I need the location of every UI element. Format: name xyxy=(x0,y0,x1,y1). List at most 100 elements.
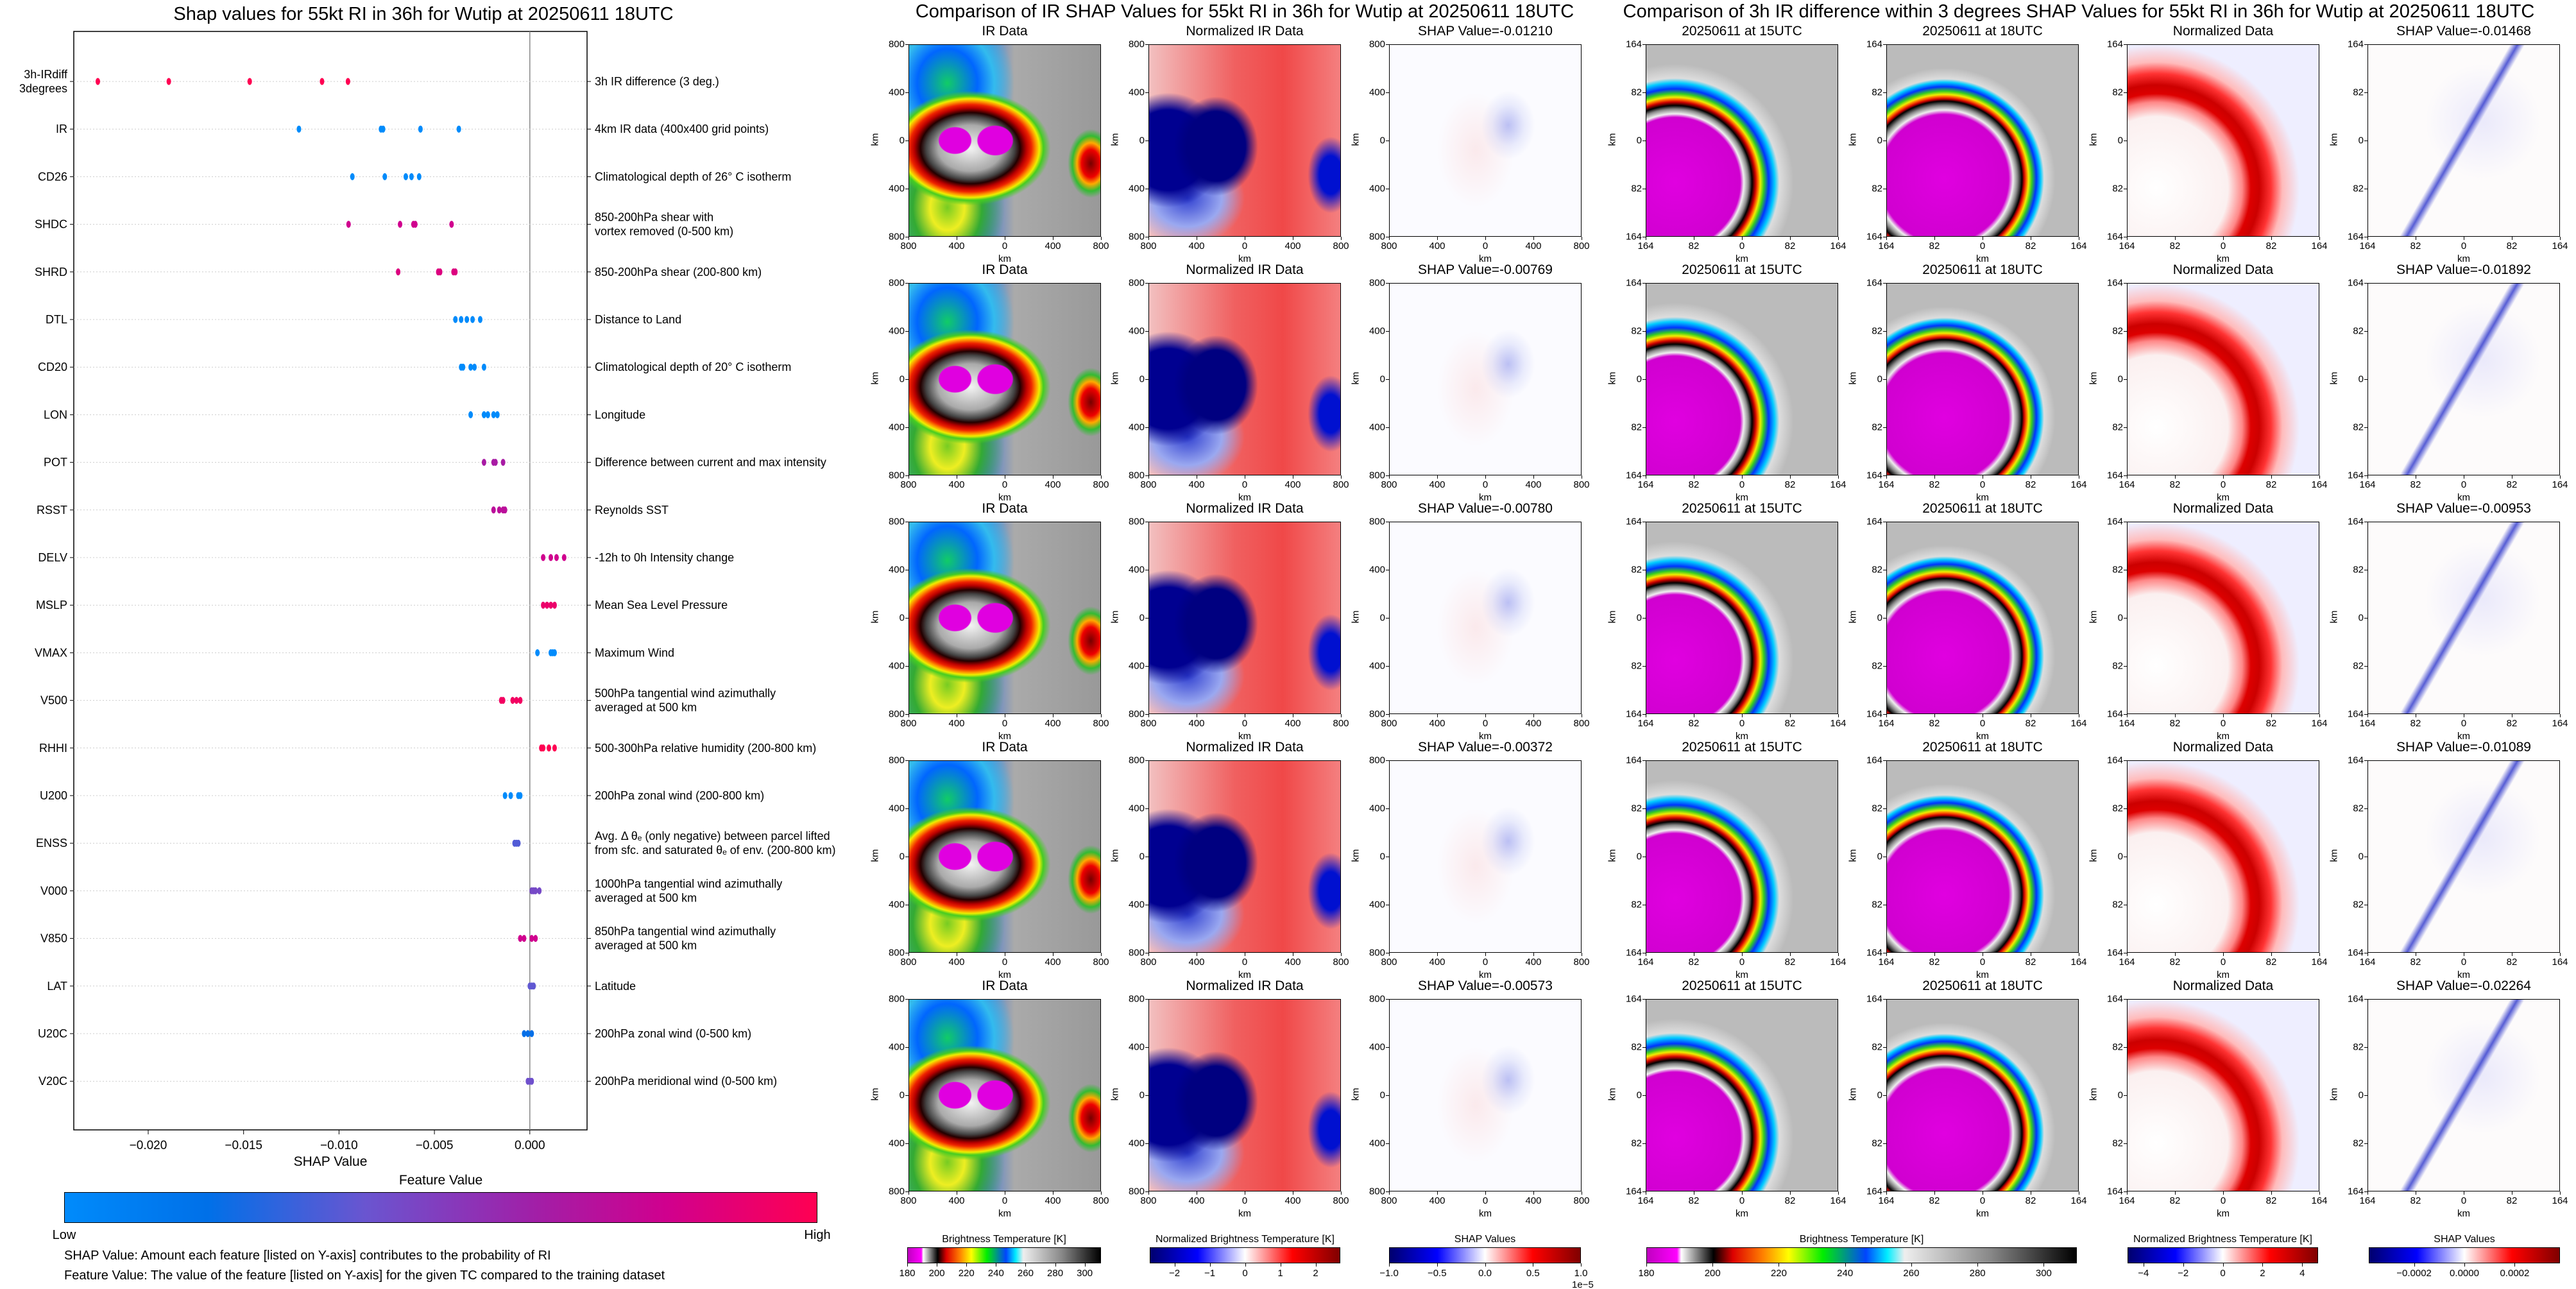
y-tick-mark xyxy=(1883,92,1886,93)
x-tick-label: 0 xyxy=(1739,1195,1745,1206)
x-tick-label: 0 xyxy=(2220,718,2226,729)
x-tick-label: 82 xyxy=(2025,479,2036,490)
y-tick-label: 800 xyxy=(888,516,905,527)
y-tick-label: 0 xyxy=(1139,851,1145,862)
colorbar-tick-label: −1 xyxy=(1204,1268,1216,1279)
ir-comparison-title: Comparison of IR SHAP Values for 55kt RI… xyxy=(915,1,1574,22)
y-tick-mark xyxy=(1883,475,1886,476)
feature-description: 500hPa tangential wind azimuthally averag… xyxy=(595,687,776,714)
y-axis-label: km xyxy=(2328,1088,2340,1101)
y-tick-label: 164 xyxy=(1866,277,1882,289)
normalized-ir-data-panel xyxy=(1148,760,1341,953)
colorbar-high-label: High xyxy=(804,1228,831,1242)
x-tick-mark xyxy=(1148,1191,1149,1195)
x-tick-mark xyxy=(1886,475,1887,479)
y-axis-label: km xyxy=(869,1088,881,1101)
feature-row: POT Difference between current and max in… xyxy=(44,456,826,469)
y-tick-label: 82 xyxy=(1872,660,1882,672)
x-tick-label: 164 xyxy=(2311,718,2328,729)
y-tick-label: 82 xyxy=(2112,564,2123,576)
y-tick-label: 400 xyxy=(1369,325,1385,337)
ir-15utc-title: 20250611 at 15UTC xyxy=(1682,262,1802,277)
x-axis-label: km xyxy=(2217,731,2230,742)
y-tick-label: 800 xyxy=(888,947,905,959)
feature-row: CD26 Climatological depth of 26° C isothe… xyxy=(38,170,791,183)
ir-shap-title: SHAP Value=-0.00769 xyxy=(1418,262,1553,277)
y-tick-mark xyxy=(2124,1095,2127,1096)
y-tick-label: 0 xyxy=(1877,135,1882,146)
y-tick-label: 164 xyxy=(1625,470,1642,481)
x-tick-label: 82 xyxy=(2410,479,2421,490)
y-tick-label: 400 xyxy=(1369,183,1385,194)
shap-summary-title: Shap values for 55kt RI in 36h for Wutip… xyxy=(173,4,674,24)
x-tick-mark xyxy=(1437,1191,1438,1195)
shap-point xyxy=(497,506,502,514)
x-tick-label: 164 xyxy=(2070,1195,2087,1206)
shap-point xyxy=(418,125,423,133)
x-tick-mark xyxy=(1148,714,1149,717)
plot-frame xyxy=(73,31,588,1131)
y-tick-mark xyxy=(2364,1191,2367,1192)
colorbar-low-label: Low xyxy=(52,1228,76,1242)
y-tick-mark xyxy=(1883,1095,1886,1096)
x-tick-label: 400 xyxy=(948,241,965,252)
y-tick-label: 164 xyxy=(2106,947,2123,959)
colorbar-tick-label: 240 xyxy=(987,1268,1004,1279)
y-tick-label: 0 xyxy=(899,373,905,385)
colorbar-tick-mark xyxy=(1911,1263,1912,1267)
x-tick-mark xyxy=(2319,1191,2320,1195)
y-tick-mark xyxy=(1642,475,1646,476)
y-tick-mark xyxy=(1883,379,1886,380)
x-tick-mark xyxy=(1389,475,1390,479)
ir-shap-title: SHAP Value=-0.01210 xyxy=(1418,24,1553,38)
y-tick-label: 164 xyxy=(1866,993,1882,1005)
y-tick-label: 400 xyxy=(1369,87,1385,98)
feature-code-label: LON xyxy=(44,408,67,421)
x-tick-label: 400 xyxy=(1525,957,1542,968)
x-tick-label: 400 xyxy=(1188,957,1205,968)
colorbar-tick-mark xyxy=(1389,1263,1390,1267)
y-tick-label: 800 xyxy=(888,38,905,50)
y-tick-label: 400 xyxy=(1128,899,1145,910)
shap-point xyxy=(456,125,461,133)
colorbar-tick-mark xyxy=(1485,1263,1486,1267)
x-tick-label: 164 xyxy=(2070,241,2087,252)
y-tick-label: 164 xyxy=(2347,755,2364,766)
ir-data-panel xyxy=(908,44,1101,237)
feature-code-label: LAT xyxy=(47,980,67,993)
shap-point xyxy=(409,173,414,180)
normalized-diff-panel xyxy=(2127,44,2319,237)
y-tick-label: 800 xyxy=(1369,38,1385,50)
y-tick-label: 0 xyxy=(899,851,905,862)
shap-point xyxy=(491,411,496,418)
x-tick-label: 400 xyxy=(1284,241,1301,252)
x-tick-mark xyxy=(1389,714,1390,717)
x-tick-label: 82 xyxy=(2265,479,2277,490)
y-tick-label: 0 xyxy=(1379,851,1385,862)
y-tick-label: 164 xyxy=(2347,708,2364,720)
y-tick-mark xyxy=(1883,808,1886,809)
x-tick-label: 0 xyxy=(1241,241,1248,252)
x-axis-label: km xyxy=(1976,492,1989,503)
x-tick-mark xyxy=(908,953,909,956)
y-tick-mark xyxy=(2124,618,2127,619)
x-tick-label: 164 xyxy=(1637,241,1654,252)
normalized-ir-data-title: Normalized IR Data xyxy=(1186,24,1304,38)
x-tick-mark xyxy=(908,1191,909,1195)
y-axis-label: km xyxy=(1607,1088,1618,1101)
y-tick-mark xyxy=(1386,1095,1389,1096)
x-tick-mark xyxy=(1838,1191,1839,1195)
y-tick-label: 0 xyxy=(1636,612,1642,624)
shap-point xyxy=(522,935,527,943)
x-tick-mark xyxy=(1485,237,1486,240)
feature-description: Mean Sea Level Pressure xyxy=(595,599,728,611)
colorbar-tick-label: 180 xyxy=(1638,1268,1655,1279)
x-tick-mark xyxy=(1485,475,1486,479)
y-tick-label: 82 xyxy=(1872,1041,1882,1053)
y-tick-label: 82 xyxy=(1872,1138,1882,1149)
y-tick-mark xyxy=(2364,714,2367,715)
x-tick-mark xyxy=(1533,714,1534,717)
y-tick-mark xyxy=(1145,44,1148,45)
shap-point xyxy=(416,173,422,180)
x-tick-mark xyxy=(2127,1191,2128,1195)
